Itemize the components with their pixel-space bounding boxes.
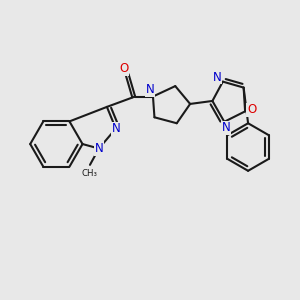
Text: N: N — [94, 142, 103, 155]
Text: N: N — [221, 121, 230, 134]
Text: O: O — [247, 103, 256, 116]
Text: N: N — [111, 122, 120, 135]
Text: N: N — [146, 83, 154, 97]
Text: O: O — [119, 62, 129, 75]
Text: CH₃: CH₃ — [82, 169, 98, 178]
Text: N: N — [213, 71, 222, 84]
